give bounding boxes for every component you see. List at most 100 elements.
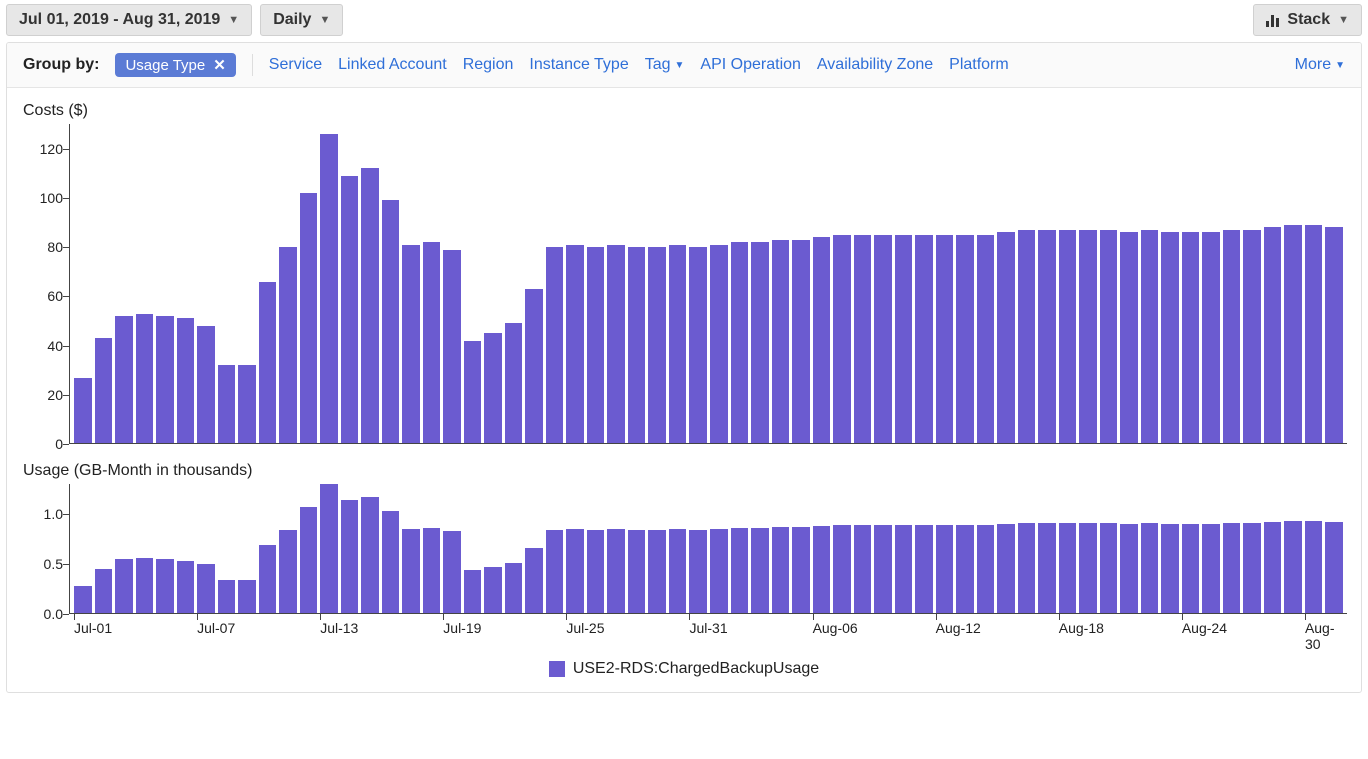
bar — [95, 569, 113, 614]
bar — [95, 338, 113, 444]
groupby-bar: Group by: Usage Type ✕ Service Linked Acc… — [7, 43, 1361, 88]
costs-plot — [69, 124, 1347, 444]
bar — [895, 525, 913, 614]
bar — [1161, 232, 1179, 444]
legend-label: USE2-RDS:ChargedBackupUsage — [573, 660, 819, 678]
bar — [1141, 230, 1159, 444]
bar — [525, 548, 543, 614]
bar — [915, 525, 933, 614]
caret-down-icon: ▼ — [1335, 60, 1345, 71]
bar — [464, 341, 482, 444]
groupby-option-region[interactable]: Region — [463, 56, 514, 74]
bar — [1120, 524, 1138, 614]
bar — [1182, 524, 1200, 614]
bar — [1079, 523, 1097, 614]
bar — [156, 559, 174, 614]
bar — [382, 511, 400, 614]
bar — [710, 245, 728, 444]
x-tick: Aug-12 — [936, 620, 981, 636]
granularity-label: Daily — [273, 11, 311, 29]
bar — [115, 559, 133, 614]
bar — [1325, 227, 1343, 444]
bar — [607, 529, 625, 614]
bar — [628, 530, 646, 614]
bar — [977, 235, 995, 444]
bar — [546, 530, 564, 614]
costs-y-axis: 020406080100120 — [21, 124, 69, 444]
bar — [1182, 232, 1200, 444]
bar — [423, 242, 441, 444]
bar — [1325, 522, 1343, 614]
bar — [751, 528, 769, 614]
bar — [505, 563, 523, 614]
bar — [300, 507, 318, 614]
bar — [956, 235, 974, 444]
groupby-option-availability-zone[interactable]: Availability Zone — [817, 56, 933, 74]
bar — [279, 247, 297, 444]
bar — [484, 333, 502, 444]
bar — [792, 240, 810, 444]
bar — [1100, 523, 1118, 614]
bar — [689, 247, 707, 444]
groupby-more[interactable]: More ▼ — [1295, 56, 1345, 74]
bar — [423, 528, 441, 614]
bar — [1038, 523, 1056, 614]
groupby-option-tag[interactable]: Tag ▼ — [645, 56, 685, 74]
bar — [833, 235, 851, 444]
costs-chart-title: Costs ($) — [23, 102, 1347, 120]
bar — [874, 235, 892, 444]
groupby-option-linked-account[interactable]: Linked Account — [338, 56, 447, 74]
groupby-label: Group by: — [23, 56, 99, 74]
bar — [997, 524, 1015, 614]
x-tick: Aug-24 — [1182, 620, 1227, 636]
bar — [218, 365, 236, 444]
groupby-option-api-operation[interactable]: API Operation — [700, 56, 801, 74]
y-tick: 120 — [40, 142, 63, 156]
bar — [731, 242, 749, 444]
bar — [1059, 230, 1077, 444]
caret-down-icon: ▼ — [228, 14, 239, 26]
bar — [218, 580, 236, 614]
date-range-label: Jul 01, 2019 - Aug 31, 2019 — [19, 11, 220, 29]
bar — [177, 561, 195, 614]
bar — [956, 525, 974, 614]
granularity-picker[interactable]: Daily ▼ — [260, 4, 343, 36]
close-icon[interactable]: ✕ — [213, 56, 226, 74]
groupby-option-service[interactable]: Service — [269, 56, 322, 74]
bar — [238, 365, 256, 444]
bar — [669, 245, 687, 444]
date-range-picker[interactable]: Jul 01, 2019 - Aug 31, 2019 ▼ — [6, 4, 252, 36]
groupby-option-platform[interactable]: Platform — [949, 56, 1009, 74]
bar — [361, 168, 379, 444]
y-tick: 1.0 — [44, 507, 63, 521]
bar — [1100, 230, 1118, 444]
bar — [751, 242, 769, 444]
legend: USE2-RDS:ChargedBackupUsage — [21, 660, 1347, 678]
cost-explorer-panel: Group by: Usage Type ✕ Service Linked Acc… — [6, 42, 1362, 693]
bar — [936, 235, 954, 444]
bar — [136, 314, 154, 444]
caret-down-icon: ▼ — [319, 14, 330, 26]
bar — [1018, 230, 1036, 444]
x-tick: Jul-13 — [320, 620, 358, 636]
chart-type-picker[interactable]: Stack ▼ — [1253, 4, 1362, 36]
separator — [252, 54, 253, 76]
bar — [669, 529, 687, 614]
bar — [74, 378, 92, 444]
bar — [197, 326, 215, 444]
bar — [115, 316, 133, 444]
bar — [792, 527, 810, 614]
bar — [1243, 523, 1261, 614]
bar — [689, 530, 707, 614]
bar — [505, 323, 523, 444]
x-tick: Jul-19 — [443, 620, 481, 636]
bar — [525, 289, 543, 444]
groupby-option-instance-type[interactable]: Instance Type — [529, 56, 628, 74]
y-tick: 80 — [47, 240, 63, 254]
bar — [854, 525, 872, 614]
x-tick: Jul-01 — [74, 620, 112, 636]
bar — [300, 193, 318, 444]
groupby-active-chip[interactable]: Usage Type ✕ — [115, 53, 235, 77]
bar — [833, 525, 851, 614]
usage-chart: 0.00.51.0 — [21, 484, 1347, 614]
